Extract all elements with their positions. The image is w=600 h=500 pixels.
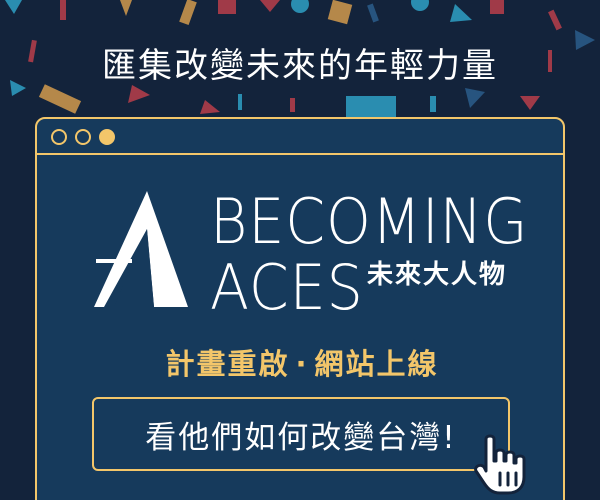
confetti-piece [465, 88, 485, 108]
tagline-part1: 計畫重啟 [165, 347, 290, 381]
confetti-piece [327, 0, 353, 25]
confetti-piece [548, 9, 562, 31]
confetti-piece [520, 96, 540, 110]
browser-window-frame: BECOMING ACES 未來大人物 計畫重啟 · 網站上線 看他們如何改變台灣! [35, 117, 565, 500]
brand-subtitle: 未來大人物 [367, 260, 508, 290]
tagline: 計畫重啟 · 網站上線 [37, 341, 567, 383]
confetti-piece [290, 98, 295, 112]
confetti-piece [200, 100, 220, 114]
confetti-piece [28, 39, 37, 63]
confetti-piece [367, 3, 379, 23]
confetti-piece [218, 0, 236, 14]
confetti-piece [575, 30, 595, 50]
brand-word-line1: BECOMING [210, 185, 529, 258]
confetti-piece [411, 0, 429, 11]
confetti-piece [179, 0, 197, 25]
window-titlebar [37, 119, 563, 155]
confetti-piece [10, 80, 26, 96]
confetti-piece [346, 96, 396, 118]
tagline-separator: · [295, 347, 309, 381]
brand-word-line2: ACES [210, 251, 364, 324]
cta-button-label: 看他們如何改變台灣! [145, 419, 457, 456]
confetti-piece [548, 50, 552, 72]
confetti-piece [5, 0, 22, 14]
confetti-piece [60, 0, 66, 20]
window-dot-icon [99, 129, 115, 145]
aces-a-logo-icon [94, 191, 188, 307]
confetti-piece [128, 85, 150, 103]
confetti-piece [120, 0, 132, 16]
confetti-piece [260, 0, 280, 12]
cta-button[interactable]: 看他們如何改變台灣! [92, 397, 510, 471]
confetti-piece [38, 84, 82, 114]
confetti-piece [430, 96, 436, 112]
window-dot-icon [51, 129, 67, 145]
confetti-piece [238, 94, 242, 110]
window-dot-icon [75, 129, 91, 145]
tagline-part2: 網站上線 [314, 347, 439, 381]
headline: 匯集改變未來的年輕力量 [102, 46, 498, 86]
confetti-piece [291, 0, 309, 13]
pointer-hand-icon [474, 434, 526, 495]
confetti-piece [490, 0, 504, 14]
confetti-piece [450, 4, 472, 22]
